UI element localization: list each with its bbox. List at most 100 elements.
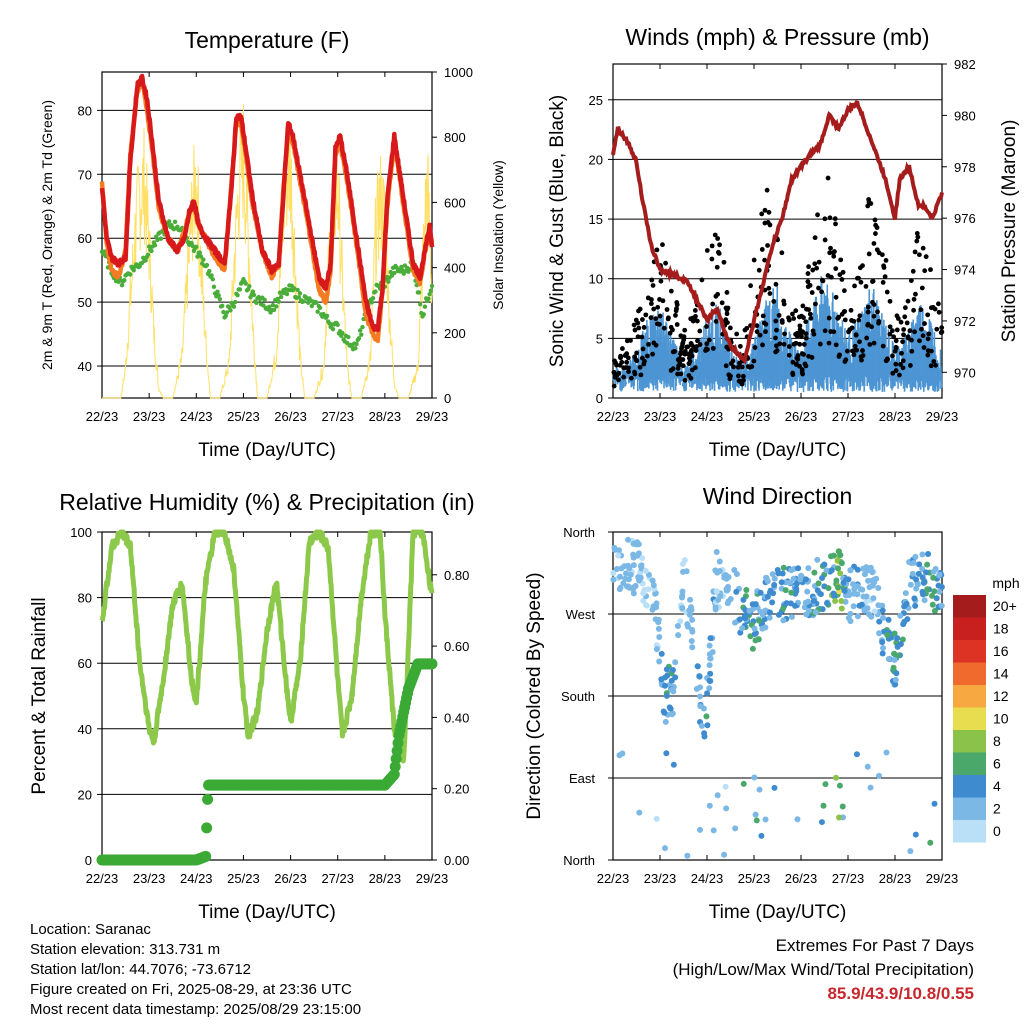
dewpoint-point — [295, 287, 300, 293]
gust-point — [882, 274, 888, 280]
colorbar-label: 18 — [993, 621, 1009, 637]
gust-point — [865, 321, 871, 327]
dewpoint-point — [356, 336, 362, 341]
direction-point — [914, 581, 921, 588]
direction-point — [879, 607, 886, 614]
gust-point — [678, 371, 684, 377]
gust-point — [806, 353, 812, 359]
direction-point — [653, 646, 660, 653]
temp-xlabel: Time (Day/UTC) — [198, 440, 336, 461]
direction-point — [666, 704, 673, 711]
direction-point — [683, 568, 690, 575]
direction-point — [894, 635, 901, 642]
gust-point — [650, 283, 656, 288]
gust-point — [751, 257, 757, 263]
gust-point — [725, 320, 730, 326]
gust-point — [715, 236, 721, 241]
dewpoint-point — [301, 299, 306, 304]
direction-point — [716, 568, 723, 575]
direction-point — [879, 650, 886, 657]
gust-point — [851, 352, 857, 358]
direction-point — [650, 582, 657, 589]
direction-point — [795, 565, 802, 572]
gust-point — [848, 307, 854, 313]
gust-point — [860, 263, 865, 269]
gust-point — [920, 245, 926, 251]
direction-point — [756, 617, 763, 624]
gust-point — [744, 325, 750, 331]
direction-point — [619, 750, 626, 757]
direction-point — [779, 570, 786, 577]
gust-point — [804, 306, 809, 312]
gust-point — [852, 283, 857, 289]
dewpoint-point — [429, 283, 435, 289]
dewpoint-point — [195, 254, 200, 259]
direction-point — [802, 599, 809, 606]
direction-point — [774, 566, 781, 573]
direction-point — [615, 552, 622, 559]
gust-point — [638, 372, 644, 378]
gust-point — [616, 377, 621, 383]
dewpoint-point — [369, 300, 375, 305]
gust-point — [754, 323, 760, 329]
gust-point — [839, 311, 845, 317]
gust-point — [919, 326, 924, 332]
direction-point — [790, 575, 797, 582]
direction-point — [782, 587, 789, 594]
direction-point — [930, 574, 937, 581]
gust-point — [851, 318, 857, 324]
gust-point — [814, 265, 820, 271]
dewpoint-point — [172, 219, 178, 225]
gust-point — [912, 249, 918, 255]
gust-point — [766, 209, 772, 215]
wind-title: Winds (mph) & Pressure (mb) — [625, 24, 929, 50]
gust-point — [781, 301, 787, 307]
direction-point — [743, 586, 750, 593]
gust-point — [822, 237, 828, 243]
gust-point — [793, 340, 799, 346]
direction-point — [912, 831, 919, 838]
gust-point — [759, 247, 765, 252]
wind-xtick-label: 28/23 — [879, 409, 912, 424]
gust-point — [871, 313, 877, 319]
direction-point — [757, 589, 764, 596]
gust-point — [889, 328, 895, 334]
direction-point — [792, 602, 799, 609]
gust-point — [764, 187, 770, 193]
gust-point — [712, 232, 718, 238]
direction-point — [697, 693, 704, 700]
direction-point — [721, 851, 728, 858]
gust-point — [928, 363, 934, 369]
rh-y2tick-label: 0.60 — [444, 639, 469, 654]
dewpoint-point — [198, 254, 204, 259]
direction-point — [625, 576, 632, 583]
dewpoint-point — [224, 310, 230, 315]
direction-point — [839, 803, 846, 810]
gust-point — [760, 313, 766, 319]
direction-point — [626, 584, 633, 591]
gust-point — [703, 346, 709, 352]
direction-point — [701, 733, 708, 740]
gust-point — [887, 331, 893, 337]
direction-point — [834, 584, 841, 591]
direction-point — [822, 781, 829, 788]
direction-point — [833, 577, 840, 584]
dewpoint-point — [370, 295, 376, 301]
gust-point — [632, 354, 638, 360]
direction-point — [787, 579, 794, 586]
direction-point — [621, 563, 628, 570]
dewpoint-point — [102, 249, 107, 254]
dewpoint-point — [427, 292, 432, 297]
direction-point — [778, 579, 785, 586]
gust-point — [852, 343, 858, 349]
dir-xlabel: Time (Day/UTC) — [709, 902, 847, 923]
wind-y2tick-label: 972 — [954, 314, 976, 329]
direction-point — [685, 623, 692, 630]
direction-point — [740, 780, 747, 787]
direction-point — [837, 570, 844, 577]
temp-ytick-label: 50 — [78, 295, 92, 310]
rh-line — [99, 529, 435, 764]
rh-title: Relative Humidity (%) & Precipitation (i… — [59, 489, 474, 515]
dewpoint-point — [231, 304, 237, 309]
temp-xtick-label: 29/23 — [416, 409, 449, 424]
